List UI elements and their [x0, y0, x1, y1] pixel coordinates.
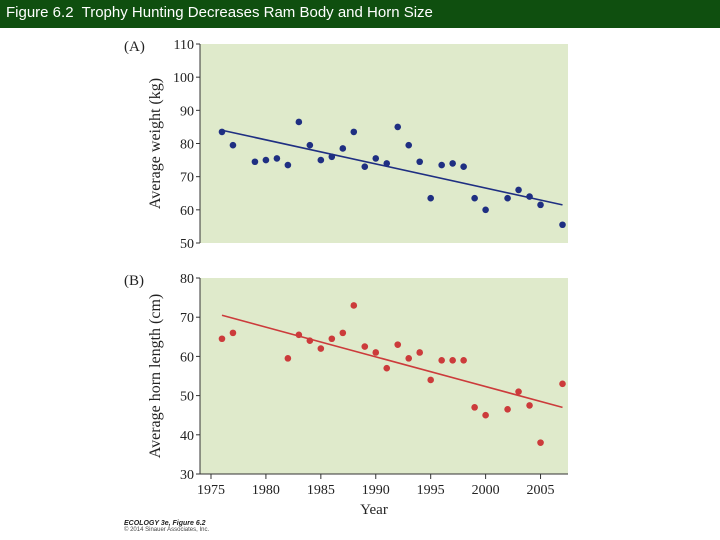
- data-point: [230, 330, 237, 337]
- y-tick-label: 90: [180, 104, 194, 119]
- x-tick-label: 2005: [527, 483, 555, 498]
- data-point: [427, 195, 434, 202]
- y-tick-label: 110: [174, 38, 194, 53]
- y-tick-label: 40: [180, 429, 194, 444]
- data-point: [460, 163, 467, 170]
- data-point: [537, 202, 544, 209]
- y-tick-label: 80: [180, 138, 194, 153]
- panel-label: (B): [124, 273, 144, 289]
- data-point: [329, 153, 336, 160]
- plot-area-2: [200, 278, 568, 474]
- data-point: [285, 355, 292, 362]
- data-point: [252, 158, 259, 165]
- data-point: [383, 365, 390, 372]
- data-point: [559, 381, 566, 388]
- data-point: [504, 406, 511, 413]
- data-point: [394, 341, 401, 348]
- data-point: [307, 142, 314, 149]
- data-point: [230, 142, 237, 149]
- x-tick-label: 1985: [307, 483, 335, 498]
- data-point: [515, 388, 522, 395]
- x-tick-label: 2000: [472, 483, 500, 498]
- data-point: [482, 412, 489, 419]
- data-point: [460, 357, 467, 364]
- y-tick-label: 70: [180, 171, 194, 186]
- y-tick-label: 60: [180, 350, 194, 365]
- data-point: [263, 157, 270, 164]
- y-tick-label: 70: [180, 311, 194, 326]
- credit-copyright: © 2014 Sinauer Associates, Inc.: [124, 527, 209, 533]
- data-point: [372, 155, 379, 162]
- figure-chart: 50 60 70 80 90 100 110 Average weight (kg) (A) 30…: [0, 0, 720, 540]
- data-point: [361, 343, 368, 350]
- y-tick-label: 30: [180, 468, 194, 483]
- data-point: [482, 207, 489, 214]
- data-point: [219, 335, 226, 342]
- y-tick-label: 50: [180, 390, 194, 405]
- data-point: [285, 162, 292, 169]
- data-point: [526, 193, 533, 200]
- y-axis-title: Average horn length (cm): [147, 294, 164, 459]
- y-axis-title: Average weight (kg): [147, 78, 164, 209]
- x-tick-label: 1995: [417, 483, 445, 498]
- data-point: [307, 337, 314, 344]
- data-point: [537, 439, 544, 446]
- x-tick-label: 1990: [362, 483, 390, 498]
- data-point: [219, 129, 226, 136]
- figure-credit: ECOLOGY 3e, Figure 6.2 © 2014 Sinauer As…: [124, 520, 209, 533]
- data-point: [274, 155, 281, 162]
- data-point: [350, 302, 357, 309]
- y-tick-label: 50: [180, 237, 194, 252]
- data-point: [449, 357, 456, 364]
- y-tick-label: 60: [180, 204, 194, 219]
- data-point: [405, 142, 412, 149]
- panel-label: (A): [124, 39, 145, 55]
- data-point: [416, 158, 423, 165]
- y-tick-label: 80: [180, 272, 194, 287]
- data-point: [405, 355, 412, 362]
- data-point: [471, 195, 478, 202]
- data-point: [471, 404, 478, 411]
- data-point: [340, 330, 347, 337]
- data-point: [318, 157, 325, 164]
- data-point: [559, 221, 566, 228]
- data-point: [438, 357, 445, 364]
- data-point: [394, 124, 401, 131]
- data-point: [361, 163, 368, 170]
- data-point: [296, 119, 303, 126]
- data-point: [329, 335, 336, 342]
- data-point: [383, 160, 390, 167]
- data-point: [350, 129, 357, 136]
- data-point: [427, 377, 434, 384]
- x-tick-label: 1980: [252, 483, 280, 498]
- data-point: [372, 349, 379, 356]
- data-point: [526, 402, 533, 409]
- data-point: [504, 195, 511, 202]
- credit-title: ECOLOGY 3e, Figure 6.2: [124, 520, 209, 527]
- data-point: [449, 160, 456, 167]
- data-point: [318, 345, 325, 352]
- data-point: [340, 145, 347, 152]
- data-point: [438, 162, 445, 169]
- y-tick-label: 100: [173, 71, 194, 86]
- plot-area-1: [200, 44, 568, 243]
- x-tick-label: 1975: [197, 483, 225, 498]
- x-axis-title: Year: [360, 502, 388, 518]
- data-point: [515, 187, 522, 194]
- data-point: [416, 349, 423, 356]
- data-point: [296, 332, 303, 339]
